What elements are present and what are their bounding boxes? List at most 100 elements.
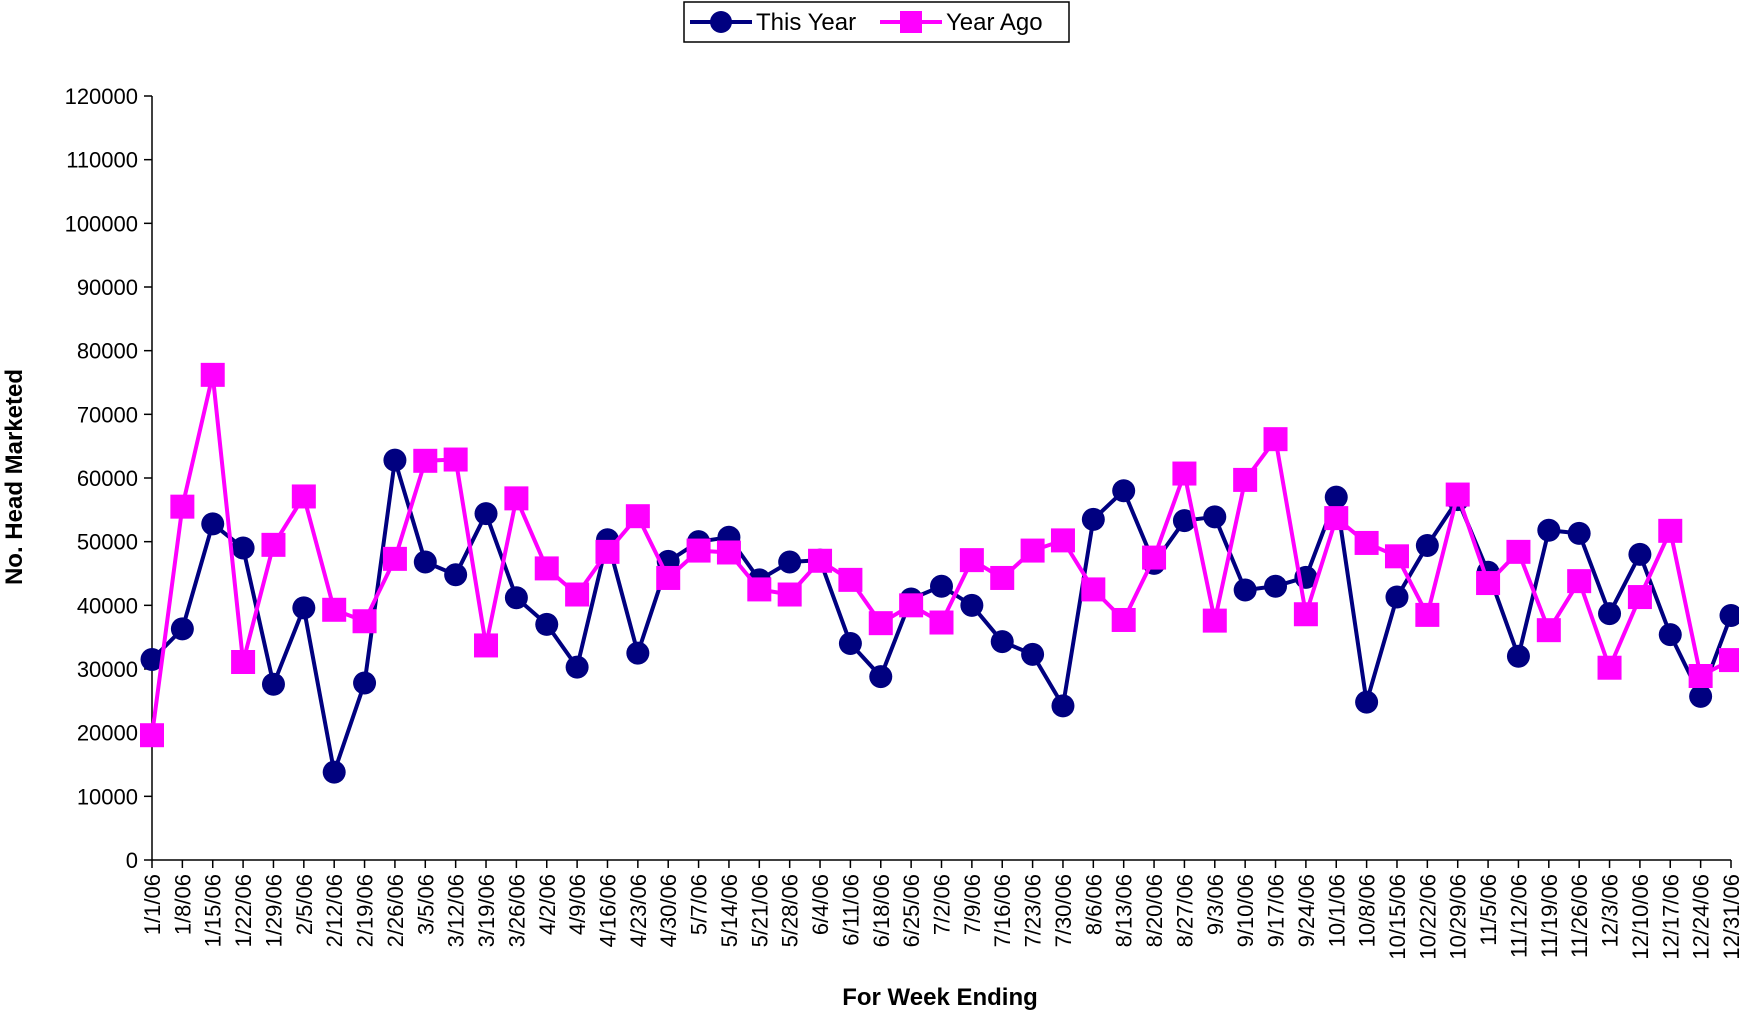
- x-tick-label: 6/18/06: [869, 874, 894, 947]
- data-point: [808, 548, 833, 573]
- data-point: [747, 577, 772, 602]
- x-tick-label: 2/26/06: [383, 874, 408, 947]
- data-point: [1081, 507, 1105, 531]
- x-tick-label: 1/29/06: [261, 874, 286, 947]
- data-point: [140, 723, 164, 748]
- data-point: [656, 565, 681, 590]
- x-tick-label: 4/30/06: [656, 874, 681, 947]
- x-tick-label: 4/16/06: [595, 874, 620, 947]
- data-point: [565, 582, 590, 607]
- data-point: [1536, 618, 1561, 643]
- data-point: [261, 532, 286, 557]
- data-point: [1506, 644, 1530, 668]
- data-point: [1385, 585, 1409, 609]
- x-tick-label: 1/15/06: [201, 874, 226, 947]
- data-point: [1355, 690, 1379, 714]
- x-tick-label: 3/26/06: [504, 874, 529, 947]
- data-point: [1384, 544, 1409, 569]
- x-tick-label: 7/16/06: [990, 874, 1015, 947]
- x-tick-label: 5/21/06: [747, 874, 772, 947]
- data-point: [686, 538, 711, 563]
- legend: This Year Year Ago: [683, 1, 1070, 43]
- data-point: [1567, 521, 1591, 545]
- x-tick-label: 2/12/06: [322, 874, 347, 947]
- data-point: [1264, 574, 1288, 598]
- x-tick-label: 2/5/06: [292, 874, 317, 935]
- y-tick-label: 0: [126, 848, 138, 873]
- x-tick-label: 4/9/06: [565, 874, 590, 935]
- data-point: [716, 540, 741, 565]
- data-point: [1688, 664, 1713, 689]
- x-tick-label: 6/4/06: [808, 874, 833, 935]
- data-point: [1324, 506, 1349, 531]
- x-tick-label: 3/5/06: [413, 874, 438, 935]
- data-point: [1324, 485, 1348, 509]
- data-point: [1598, 602, 1622, 626]
- data-point: [170, 617, 194, 641]
- x-tick-label: 9/17/06: [1264, 874, 1289, 947]
- x-tick-label: 10/8/06: [1355, 874, 1380, 947]
- y-tick-label: 10000: [77, 784, 138, 809]
- x-tick-label: 10/1/06: [1324, 874, 1349, 947]
- data-point: [1476, 571, 1501, 596]
- data-point: [625, 504, 650, 529]
- x-tick-label: 9/10/06: [1233, 874, 1258, 947]
- data-point: [231, 536, 255, 560]
- x-tick-label: 3/19/06: [474, 874, 499, 947]
- x-tick-label: 7/2/06: [930, 874, 955, 935]
- data-point: [1233, 578, 1257, 602]
- data-point: [1293, 602, 1318, 627]
- data-point: [778, 550, 802, 574]
- legend-marker-year-ago: [900, 11, 922, 33]
- data-point: [960, 593, 984, 617]
- data-point: [535, 612, 559, 636]
- data-point: [1415, 533, 1439, 557]
- x-tick-label: 12/10/06: [1628, 874, 1653, 960]
- x-tick-label: 6/25/06: [899, 874, 924, 947]
- x-tick-label: 4/23/06: [626, 874, 651, 947]
- x-tick-label: 1/22/06: [231, 874, 256, 947]
- data-point: [959, 548, 984, 573]
- data-point: [595, 539, 620, 564]
- y-tick-label: 30000: [77, 657, 138, 682]
- data-point: [1597, 655, 1622, 680]
- data-point: [1203, 505, 1227, 529]
- data-point: [838, 567, 863, 592]
- y-tick-label: 70000: [77, 402, 138, 427]
- y-tick-label: 50000: [77, 530, 138, 555]
- data-point: [504, 486, 529, 511]
- x-tick-label: 11/19/06: [1537, 874, 1562, 958]
- x-tick-label: 8/6/06: [1081, 874, 1106, 935]
- data-point: [443, 447, 468, 472]
- data-point: [1111, 607, 1136, 632]
- legend-label-this-year: This Year: [756, 9, 856, 36]
- data-point: [1202, 608, 1227, 633]
- axes: 0 10000 20000 30000 40000 50000 60000 70000 8000…: [65, 84, 1739, 960]
- data-point: [1658, 518, 1683, 543]
- data-point: [200, 362, 225, 387]
- data-point: [1537, 518, 1561, 542]
- x-tick-label: 4/2/06: [535, 874, 560, 935]
- data-point: [1506, 539, 1531, 564]
- plot-area: [140, 362, 1739, 784]
- x-tick-label: 7/9/06: [960, 874, 985, 935]
- x-tick-label: 5/28/06: [778, 874, 803, 947]
- x-tick-label: 5/7/06: [687, 874, 712, 935]
- data-point: [869, 665, 893, 689]
- data-point: [1658, 623, 1682, 647]
- data-point: [1142, 545, 1167, 570]
- y-tick-label: 20000: [77, 721, 138, 746]
- data-point: [1081, 577, 1106, 602]
- data-point: [352, 609, 377, 634]
- data-point: [474, 502, 498, 526]
- x-tick-label: 12/24/06: [1689, 874, 1714, 960]
- data-point: [868, 611, 893, 636]
- x-tick-label: 12/17/06: [1658, 874, 1683, 960]
- data-point: [1051, 694, 1075, 718]
- x-tick-label: 10/15/06: [1385, 874, 1410, 960]
- data-point: [929, 610, 954, 635]
- data-point: [1627, 585, 1652, 610]
- x-tick-label: 12/3/06: [1598, 874, 1623, 947]
- y-tick-label: 80000: [77, 339, 138, 364]
- data-point: [1050, 528, 1075, 553]
